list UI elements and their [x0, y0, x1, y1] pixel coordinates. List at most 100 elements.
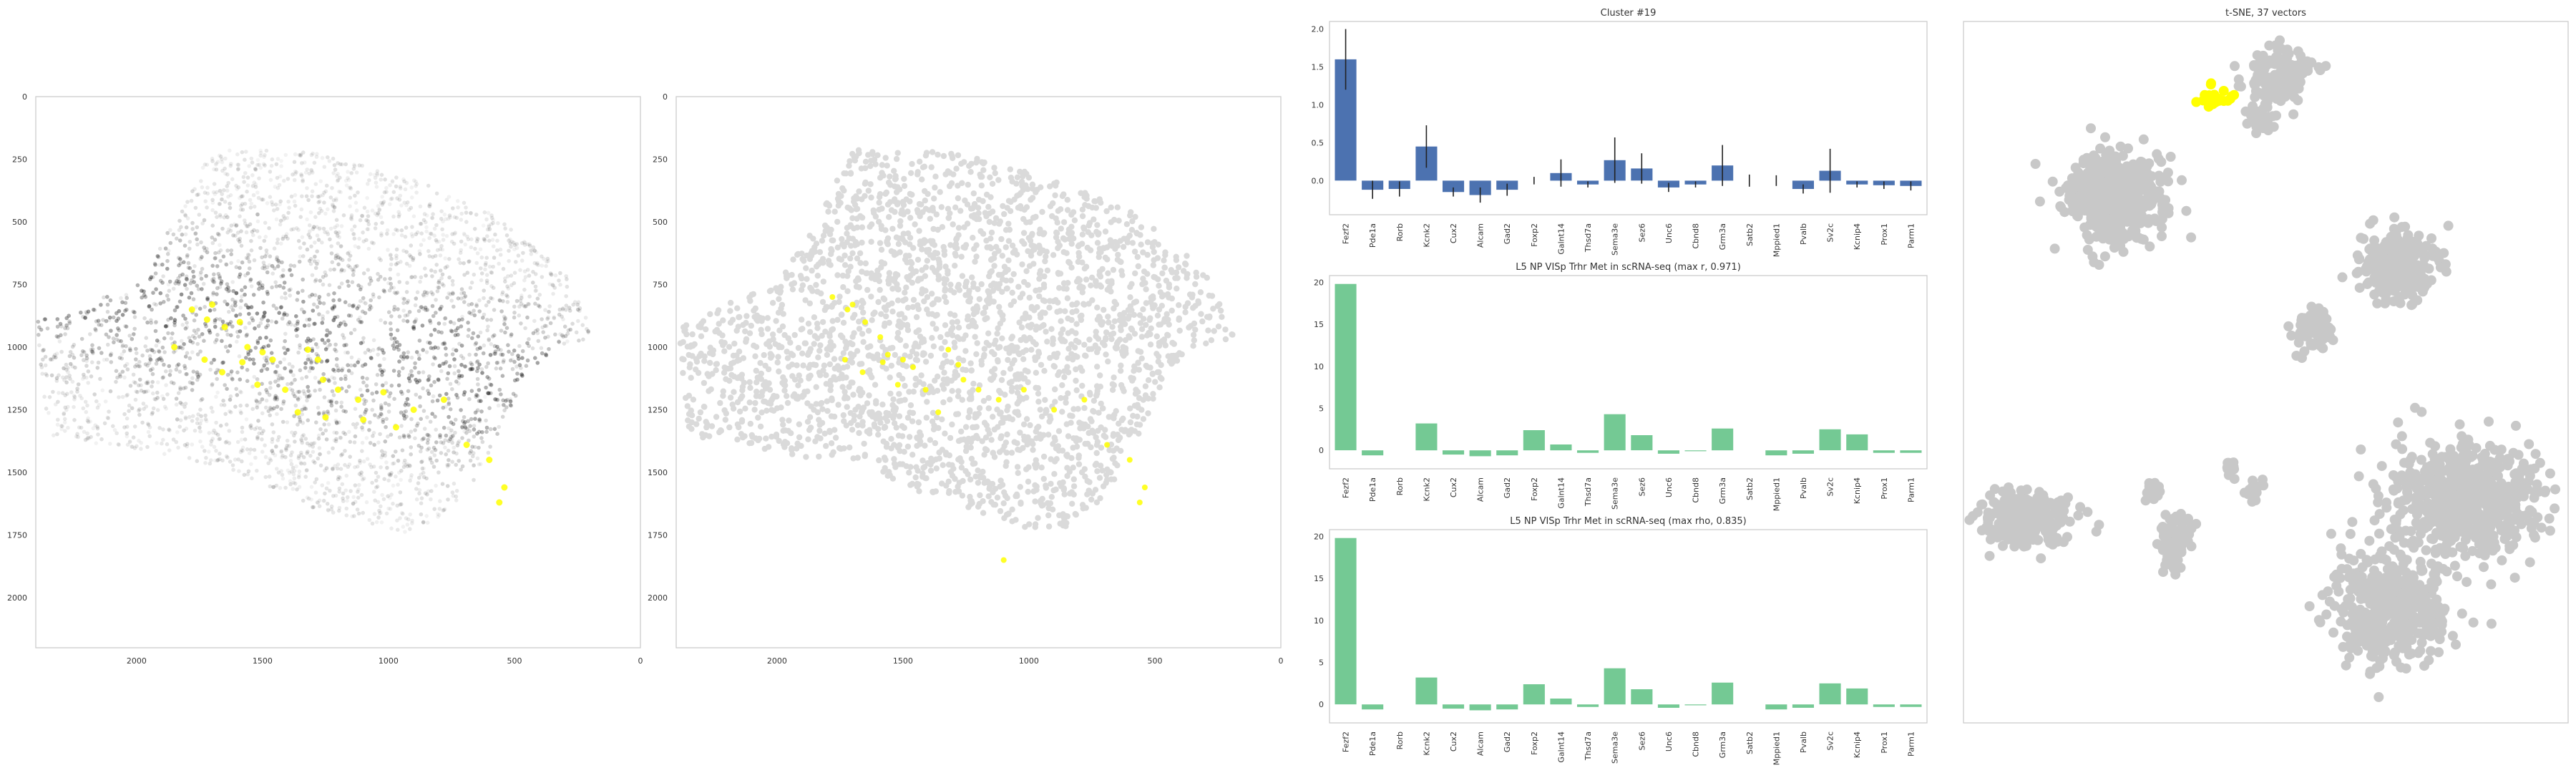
cell-point: [398, 516, 402, 520]
cell-point: [447, 364, 452, 369]
cell-point: [453, 230, 457, 235]
cell-point: [411, 258, 415, 262]
cell-point: [310, 273, 315, 278]
cell-point: [426, 183, 431, 188]
cell-point: [211, 292, 215, 297]
cell-point: [331, 171, 336, 175]
cell-point: [417, 379, 421, 383]
cell-point: [236, 162, 241, 167]
cell-point: [425, 291, 429, 295]
cell-point: [690, 397, 697, 403]
cell-point: [496, 403, 501, 408]
cell-point: [374, 222, 379, 226]
cell-point: [542, 256, 546, 261]
cell-point: [248, 198, 253, 203]
cell-point: [263, 405, 268, 410]
cell-point: [396, 383, 401, 388]
cell-point: [280, 453, 285, 458]
cell-point: [361, 230, 365, 235]
cell-point: [813, 263, 820, 270]
cell-point: [1204, 274, 1211, 281]
cell-point: [262, 356, 267, 361]
cell-point: [360, 440, 365, 445]
cell-point: [228, 320, 233, 324]
cell-point: [447, 439, 451, 443]
cell-point: [190, 189, 195, 194]
cell-point: [254, 399, 259, 404]
cell-point: [278, 222, 283, 227]
cell-point: [441, 238, 446, 242]
cell-point: [995, 271, 1002, 278]
cell-point: [340, 368, 344, 373]
cell-point: [149, 321, 153, 325]
cell-point: [302, 310, 306, 314]
cell-point: [819, 298, 826, 306]
cell-point: [475, 359, 480, 364]
cell-point: [311, 170, 315, 175]
cell-point: [776, 368, 782, 375]
cell-point: [200, 165, 205, 170]
cell-point: [114, 431, 119, 436]
cell-point: [360, 163, 365, 168]
cell-point: [248, 205, 253, 210]
cell-point: [225, 439, 229, 444]
cell-point: [192, 428, 197, 433]
cell-point: [1052, 386, 1058, 393]
cell-point: [234, 313, 238, 318]
cell-point: [213, 320, 218, 325]
cell-point: [460, 314, 464, 319]
cell-point: [962, 197, 968, 204]
cell-point: [240, 449, 245, 453]
cell-point: [317, 227, 322, 231]
cell-point: [421, 437, 426, 441]
cell-point: [1030, 441, 1036, 447]
cell-point: [872, 423, 878, 429]
cell-point: [330, 185, 334, 190]
cell-point: [392, 291, 397, 295]
cell-point: [326, 481, 331, 485]
cell-point: [337, 285, 342, 290]
cell-point: [212, 167, 216, 172]
cell-point: [493, 397, 497, 402]
cell-point: [416, 370, 421, 375]
cell-point: [492, 333, 497, 338]
cell-point: [862, 158, 869, 165]
cell-point: [804, 276, 810, 282]
cell-point: [127, 346, 132, 351]
cell-point: [454, 215, 459, 220]
cell-point: [311, 225, 316, 230]
cell-point: [86, 435, 90, 440]
cell-point: [307, 317, 312, 322]
cell-point: [321, 498, 326, 503]
cell-point: [366, 227, 371, 231]
cell-point: [69, 390, 74, 394]
cell-point: [697, 409, 704, 416]
cell-point: [213, 251, 218, 256]
cell-point: [883, 313, 889, 320]
cell-point: [268, 381, 273, 385]
cell-point: [384, 511, 389, 516]
cell-point: [178, 400, 182, 405]
cell-point: [223, 344, 228, 349]
cell-point: [360, 449, 364, 453]
cell-point: [398, 490, 403, 495]
cell-point: [242, 472, 247, 477]
cell-point: [348, 313, 353, 319]
cell-point: [107, 318, 112, 323]
cell-point: [525, 268, 530, 272]
cell-point: [408, 527, 412, 531]
cell-point: [279, 241, 283, 246]
cell-point: [442, 341, 447, 346]
cell-point: [326, 310, 330, 315]
cell-point: [132, 446, 137, 450]
cell-point: [380, 220, 384, 225]
cell-point: [409, 195, 414, 200]
cell-point: [351, 273, 356, 277]
cell-point: [1144, 271, 1151, 277]
cell-point: [399, 233, 404, 238]
cell-point: [453, 417, 458, 422]
cell-point: [520, 356, 525, 361]
cell-point: [336, 178, 340, 183]
cell-point: [535, 262, 540, 267]
cell-point: [270, 203, 275, 207]
